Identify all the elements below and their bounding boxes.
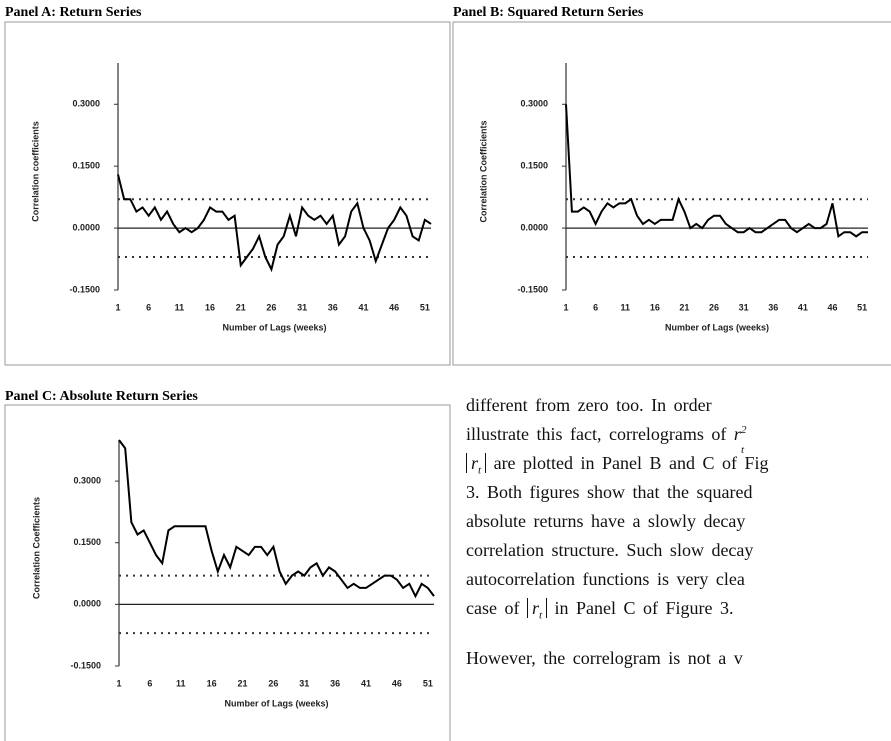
text-line: case of rt in Panel C of Figure 3.	[466, 598, 734, 622]
x-tick-label: 26	[266, 302, 276, 312]
math-var: r	[471, 453, 479, 473]
panel-title: Panel A: Return Series	[5, 5, 142, 20]
data-line	[118, 439, 435, 599]
math-sub: t	[538, 609, 543, 622]
panel-title: Panel B: Squared Return Series	[453, 5, 644, 20]
text: case of	[466, 598, 527, 618]
text-line: different from zero too. In order	[466, 395, 712, 415]
math-sub: t	[478, 464, 482, 477]
x-tick-label: 51	[423, 678, 433, 688]
x-tick-label: 36	[768, 302, 778, 312]
text-line: However, the correlogram is not a v	[466, 648, 743, 668]
x-tick-label: 1	[563, 302, 568, 312]
math-var: r	[733, 424, 741, 444]
x-tick-label: 1	[115, 302, 120, 312]
x-tick-label: 6	[146, 302, 151, 312]
x-tick-label: 11	[175, 302, 185, 312]
y-tick-label: 0.0000	[73, 599, 101, 609]
x-axis-label: Number of Lags (weeks)	[222, 322, 326, 332]
text: illustrate this fact, correlograms of	[466, 424, 734, 444]
x-tick-label: 41	[361, 678, 371, 688]
panel-frame	[452, 21, 891, 366]
x-tick-label: 26	[709, 302, 719, 312]
x-tick-label: 16	[650, 302, 660, 312]
y-axis-label: Correlation Coefficients	[478, 120, 488, 222]
x-tick-label: 1	[116, 678, 121, 688]
x-tick-label: 41	[798, 302, 808, 312]
x-tick-label: 16	[205, 302, 215, 312]
x-tick-label: 31	[739, 302, 749, 312]
math-sub: t	[740, 444, 744, 456]
y-axis-label: Correlation coefficients	[30, 121, 40, 222]
x-tick-label: 31	[297, 302, 307, 312]
y-tick-label: 0.1500	[72, 161, 100, 171]
panel-frame	[4, 404, 451, 741]
x-tick-label: 41	[358, 302, 368, 312]
x-tick-label: 51	[420, 302, 430, 312]
y-tick-label: -0.1500	[517, 284, 548, 294]
panel-frame	[4, 21, 451, 366]
y-tick-label: 0.3000	[73, 475, 101, 485]
y-tick-label: 0.3000	[520, 99, 548, 109]
text-line: rt are plotted in Panel B and C of Fig	[466, 453, 769, 477]
x-tick-label: 46	[389, 302, 399, 312]
x-tick-label: 36	[328, 302, 338, 312]
y-tick-label: -0.1500	[69, 284, 100, 294]
text-line: correlation structure. Such slow decay	[466, 540, 754, 560]
x-tick-label: 6	[593, 302, 598, 312]
y-tick-label: 0.0000	[72, 222, 100, 232]
y-tick-label: 0.1500	[73, 537, 101, 547]
x-tick-label: 16	[207, 678, 217, 688]
text: in Panel C of Figure 3.	[547, 598, 734, 618]
text-line: 3. Both figures show that the squared	[466, 482, 753, 502]
x-tick-label: 26	[268, 678, 278, 688]
x-tick-label: 51	[857, 302, 867, 312]
data-line	[565, 104, 868, 239]
x-tick-label: 21	[679, 302, 689, 312]
x-tick-label: 36	[330, 678, 340, 688]
x-tick-label: 11	[620, 302, 630, 312]
y-tick-label: 0.0000	[520, 222, 548, 232]
x-tick-label: 46	[827, 302, 837, 312]
y-tick-label: -0.1500	[70, 660, 101, 670]
math: rt	[466, 453, 487, 477]
x-tick-label: 21	[236, 302, 246, 312]
x-axis-label: Number of Lags (weeks)	[665, 322, 769, 332]
x-axis-label: Number of Lags (weeks)	[224, 698, 328, 708]
panel-title: Panel C: Absolute Return Series	[5, 389, 198, 404]
x-tick-label: 6	[147, 678, 152, 688]
math-sup: 2	[740, 424, 747, 436]
text-line: absolute returns have a slowly decay	[466, 511, 746, 531]
y-axis-label: Correlation Coefficients	[31, 497, 41, 599]
text: are plotted in Panel B and C of Fig	[486, 453, 769, 473]
y-tick-label: 0.3000	[72, 99, 100, 109]
x-tick-label: 31	[299, 678, 309, 688]
y-tick-label: 0.1500	[520, 161, 548, 171]
math-var: r	[531, 598, 539, 618]
x-tick-label: 11	[176, 678, 186, 688]
math: rt	[526, 598, 548, 622]
data-line	[117, 174, 432, 273]
text-line: autocorrelation functions is very clea	[466, 569, 745, 589]
x-tick-label: 21	[238, 678, 248, 688]
x-tick-label: 46	[392, 678, 402, 688]
